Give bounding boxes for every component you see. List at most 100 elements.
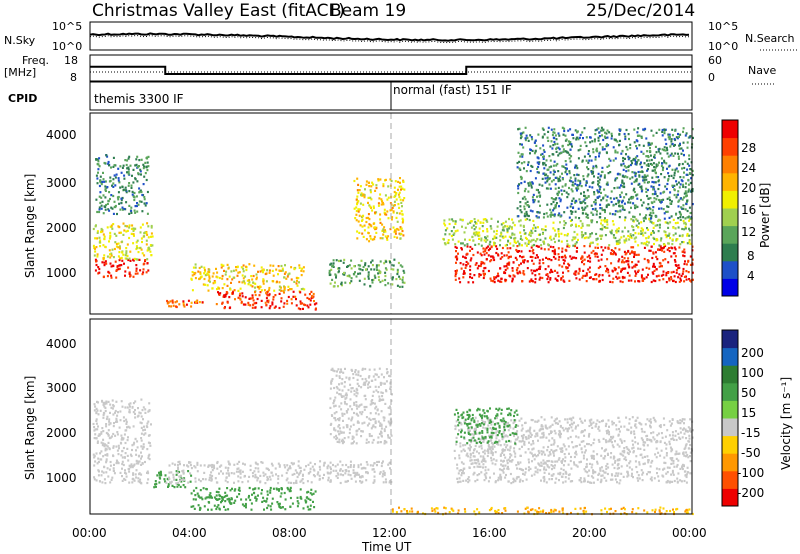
power-cell-3044: [536, 171, 539, 174]
power-cell-3319: [648, 150, 651, 153]
power-cell-929: [364, 264, 367, 267]
power-colorbar-segment-3: [722, 225, 738, 244]
power-cell-1152: [379, 178, 382, 181]
power-cell-238: [144, 204, 147, 207]
power-cell-234: [126, 159, 129, 162]
power-cell-328: [123, 174, 126, 177]
power-cell-2293: [682, 219, 685, 223]
power-cell-105: [119, 247, 121, 250]
power-cell-2945: [545, 173, 548, 176]
power-cell-2297: [506, 229, 509, 232]
power-cell-2927: [628, 211, 631, 214]
power-cell-289: [98, 184, 101, 188]
velocity-cell-867: [297, 464, 300, 467]
power-cell-2348: [649, 211, 652, 214]
power-cell-2234: [499, 235, 502, 238]
power-cell-914: [398, 275, 401, 278]
power-cell-1455: [678, 246, 681, 249]
velocity-cell-1176: [368, 417, 371, 420]
power-cell-1850: [482, 230, 485, 233]
power-cell-2616: [605, 132, 608, 135]
power-cell-2321: [529, 152, 531, 155]
velocity-cell-1036: [370, 402, 373, 405]
power-cell-2005: [685, 223, 687, 226]
velocity-cell-1141: [389, 382, 392, 385]
power-cell-1970: [469, 221, 472, 224]
power-cell-853: [372, 278, 375, 281]
power-cell-887: [384, 284, 387, 287]
velocity-cell-1309: [659, 454, 662, 457]
velocity-cell-61: [110, 406, 113, 409]
velocity-cell-176: [148, 434, 151, 437]
power-cell-924: [362, 265, 365, 269]
power-cell-1102: [387, 217, 390, 220]
power-cell-44: [142, 268, 145, 271]
velocity-cell-1131: [351, 416, 354, 419]
power-cell-868: [371, 279, 374, 282]
power-cell-2661: [640, 185, 643, 188]
power-cell-2405: [623, 196, 626, 199]
velocity-cell-839: [179, 474, 182, 477]
velocity-cell-842: [180, 478, 183, 481]
power-cell-401: [134, 164, 137, 167]
velocity-cell-153: [97, 413, 100, 416]
power-cell-3422: [655, 198, 658, 201]
power-cell-802: [244, 303, 247, 306]
power-cell-1088: [383, 211, 386, 214]
velocity-cell-949: [340, 402, 343, 405]
velocity-cell-604: [257, 477, 260, 480]
velocity-cell-599: [178, 480, 181, 483]
power-cell-3285: [523, 167, 525, 170]
velocity-cell-862: [218, 472, 220, 475]
velocity-cell-1473: [608, 430, 610, 433]
velocity-cell-882: [349, 474, 352, 477]
power-cell-2244: [654, 224, 657, 227]
power-cell-2191: [574, 223, 577, 226]
velocity-cell-569: [279, 506, 282, 509]
velocity-cell-309: [132, 472, 135, 475]
power-cell-3074: [536, 211, 539, 214]
power-cell-1679: [509, 247, 512, 250]
velocity-cell-293: [142, 446, 145, 449]
velocity-cell-876: [373, 475, 376, 478]
power-cell-98: [126, 229, 129, 232]
power-cell-180: [94, 225, 97, 228]
velocity-cell-336: [107, 475, 110, 478]
power-cell-947: [398, 285, 401, 288]
power-cell-591: [245, 268, 248, 272]
power-cell-2736: [618, 216, 621, 219]
power-cell-1825: [531, 244, 534, 247]
velocity-cell-566: [226, 494, 229, 497]
power-cell-2815: [546, 176, 549, 179]
power-cell-1229: [662, 273, 665, 276]
power-cell-3394: [622, 156, 625, 160]
power-cell-2352: [612, 146, 615, 149]
power-cell-3349: [572, 184, 575, 187]
power-cell-18: [135, 264, 138, 267]
power-cell-807: [267, 301, 270, 304]
power-cell-1876: [521, 244, 523, 247]
velocity-cell-323: [101, 399, 103, 402]
velocity-cell-519: [199, 489, 202, 492]
power-cell-3423: [606, 143, 608, 146]
power-cell-493: [283, 272, 286, 275]
power-cell-1115: [369, 196, 372, 199]
power-cell-1204: [378, 197, 381, 200]
power-cell-3043: [542, 216, 545, 219]
power-cell-1140: [397, 203, 400, 206]
power-cell-1521: [477, 264, 480, 268]
velocity-cell-1003: [349, 383, 352, 386]
velocity-cell-1239: [360, 403, 363, 406]
power-cell-1567: [630, 279, 633, 282]
velocity-cell-1334: [489, 427, 492, 430]
power-cell-632: [255, 273, 258, 276]
power-cell-170: [99, 239, 102, 242]
velocity-cell-408: [203, 505, 206, 508]
velocity-cell-248: [93, 456, 96, 459]
power-cell-3290: [673, 193, 676, 197]
velocity-cell-1398: [534, 453, 536, 456]
power-cell-3259: [529, 181, 532, 184]
power-cell-1941: [636, 219, 639, 222]
power-cell-1075: [356, 189, 359, 192]
power-cell-2389: [583, 208, 586, 211]
